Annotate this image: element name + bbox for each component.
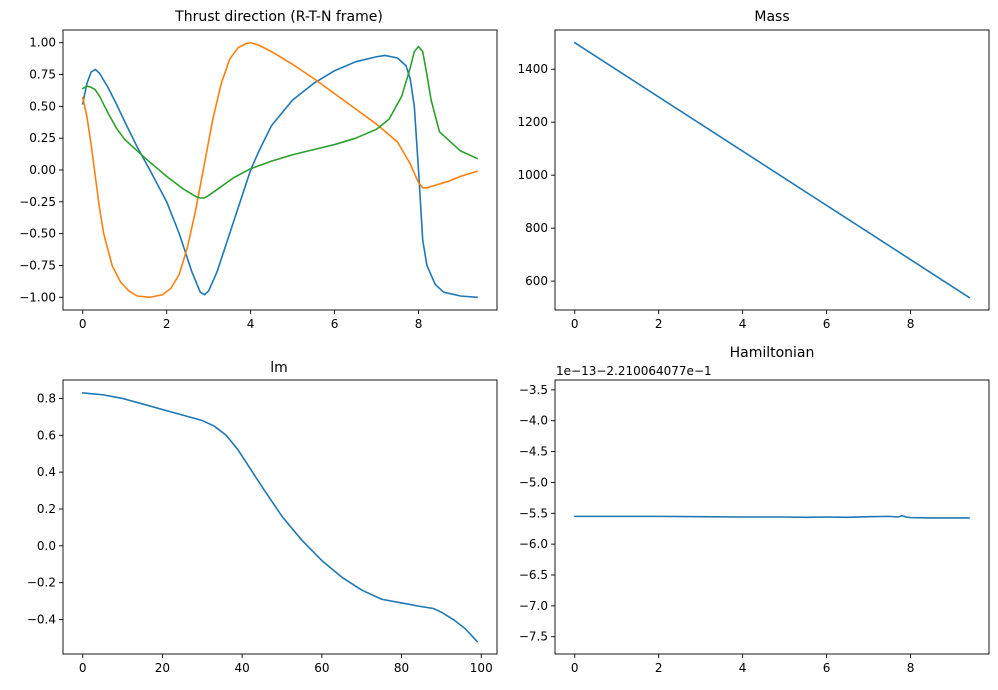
lm-xtick-label: 60 xyxy=(314,661,329,675)
mass-ytick-label: 1000 xyxy=(517,168,548,182)
mass-ytick-label: 1200 xyxy=(517,115,548,129)
mass-ytick-label: 1400 xyxy=(517,62,548,76)
hamiltonian-offset-label: 1e−13−2.210064077e−1 xyxy=(556,364,712,378)
lm-ytick-label: 0.4 xyxy=(37,465,56,479)
mass-xtick-label: 6 xyxy=(823,317,831,331)
hamiltonian-ytick-label: −6.5 xyxy=(519,568,548,582)
thrust-panel: Thrust direction (R-T-N frame) 0 2 4 6 8 −1.0… xyxy=(19,9,498,331)
thrust-xtick-label: 4 xyxy=(247,317,255,331)
hamiltonian-plot-area: 0 2 4 6 8 −7.5 −7.0 −6.5 −6.0 −5.5 −5.0 −4.5 −4.0 −3.… xyxy=(519,379,990,675)
lm-panel: lm 0 20 40 60 80 100 −0.4 −0.2 0.0 0.2 0.4 0.6 0.8 xyxy=(27,360,498,675)
thrust-ytick-label: 0.00 xyxy=(29,163,56,177)
mass-ytick-label: 800 xyxy=(525,221,548,235)
thrust-xtick-label: 0 xyxy=(79,317,87,331)
lm-xtick-label: 80 xyxy=(394,661,409,675)
mass-xtick-label: 4 xyxy=(739,317,747,331)
lm-title: lm xyxy=(270,360,288,376)
lm-xtick-label: 0 xyxy=(79,661,87,675)
lm-axes-frame xyxy=(62,379,498,655)
thrust-title: Thrust direction (R-T-N frame) xyxy=(174,9,383,25)
mass-xtick-label: 2 xyxy=(655,317,663,331)
hamiltonian-xtick-label: 4 xyxy=(739,661,747,675)
mass-series-mass xyxy=(573,41,971,299)
thrust-ytick-label: −0.25 xyxy=(19,195,56,209)
thrust-plot-area: 0 2 4 6 8 −1.00 −0.75 −0.50 −0.25 0.00 0.25 0.50 0.7… xyxy=(19,29,498,331)
thrust-ytick-label: 0.50 xyxy=(29,99,56,113)
thrust-ytick-label: −0.50 xyxy=(19,227,56,241)
thrust-series-N xyxy=(81,45,479,199)
mass-panel: Mass 0 2 4 6 8 600 800 1000 1200 1400 xyxy=(517,9,990,331)
lm-ytick-label: −0.4 xyxy=(27,613,56,627)
thrust-xtick-label: 8 xyxy=(415,317,423,331)
hamiltonian-ytick-label: −4.0 xyxy=(519,414,548,428)
mass-xtick-label: 8 xyxy=(907,317,915,331)
mass-axes-frame xyxy=(554,29,990,311)
hamiltonian-ytick-label: −5.5 xyxy=(519,506,548,520)
lm-series-lm xyxy=(81,392,479,643)
mass-title: Mass xyxy=(754,9,789,25)
thrust-ytick-label: 0.25 xyxy=(29,131,56,145)
lm-xtick-label: 40 xyxy=(234,661,249,675)
thrust-ytick-label: −0.75 xyxy=(19,258,56,272)
mass-xtick-label: 0 xyxy=(571,317,579,331)
thrust-ytick-label: 0.75 xyxy=(29,68,56,82)
mass-plot-area: 0 2 4 6 8 600 800 1000 1200 1400 xyxy=(517,29,990,331)
thrust-series-T xyxy=(81,41,479,299)
lm-ytick-label: 0.0 xyxy=(37,539,56,553)
thrust-axes-frame xyxy=(62,29,498,311)
thrust-xtick-label: 6 xyxy=(331,317,339,331)
hamiltonian-ytick-label: −5.0 xyxy=(519,475,548,489)
hamiltonian-ytick-label: −4.5 xyxy=(519,445,548,459)
hamiltonian-panel: Hamiltonian 1e−13−2.210064077e−1 0 2 4 6 8 −7… xyxy=(519,345,990,675)
thrust-series-R xyxy=(81,54,479,299)
lm-ytick-label: 0.6 xyxy=(37,428,56,442)
hamiltonian-ytick-label: −6.0 xyxy=(519,537,548,551)
thrust-ytick-label: 1.00 xyxy=(29,36,56,50)
hamiltonian-xtick-label: 2 xyxy=(655,661,663,675)
hamiltonian-series-H xyxy=(573,514,971,519)
hamiltonian-xtick-label: 0 xyxy=(571,661,579,675)
thrust-ytick-label: −1.00 xyxy=(19,290,56,304)
hamiltonian-axes-frame xyxy=(554,379,990,655)
mass-ytick-label: 600 xyxy=(525,274,548,288)
lm-ytick-label: 0.2 xyxy=(37,502,56,516)
lm-ytick-label: −0.2 xyxy=(27,576,56,590)
lm-ytick-label: 0.8 xyxy=(37,391,56,405)
hamiltonian-title: Hamiltonian xyxy=(730,345,815,361)
lm-xtick-label: 100 xyxy=(470,661,493,675)
thrust-xtick-label: 2 xyxy=(163,317,171,331)
hamiltonian-ytick-label: −7.5 xyxy=(519,630,548,644)
lm-plot-area: 0 20 40 60 80 100 −0.4 −0.2 0.0 0.2 0.4 0.6 0.8 xyxy=(27,379,498,675)
hamiltonian-xtick-label: 6 xyxy=(823,661,831,675)
hamiltonian-ytick-label: −3.5 xyxy=(519,383,548,397)
lm-xtick-label: 20 xyxy=(155,661,170,675)
hamiltonian-ytick-label: −7.0 xyxy=(519,599,548,613)
hamiltonian-xtick-label: 8 xyxy=(907,661,915,675)
